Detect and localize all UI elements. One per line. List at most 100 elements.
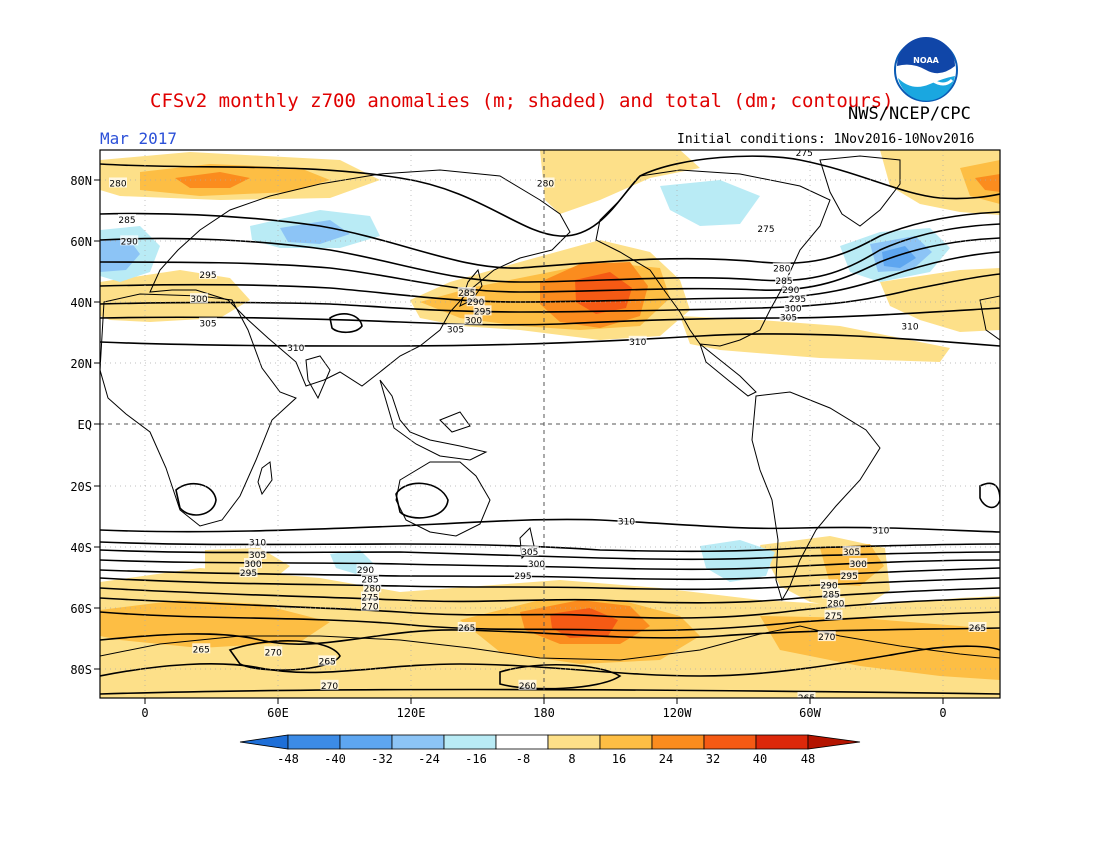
- contour-label: 295: [514, 572, 531, 582]
- contour-label-bg: [446, 323, 465, 334]
- colorbar-tick: -40: [324, 752, 346, 766]
- colorbar-swatch: [391, 734, 445, 750]
- contour-label: 305: [521, 548, 538, 558]
- colorbar-swatch: [651, 734, 705, 750]
- contour-label: 295: [199, 271, 216, 281]
- contour-label: 280: [773, 265, 790, 275]
- colorbar-swatch: [287, 734, 341, 750]
- coastlines: [100, 155, 1000, 661]
- contour-label: 295: [240, 569, 257, 579]
- contour-label: 300: [784, 304, 801, 314]
- contour-label-bg: [784, 302, 802, 313]
- contour-label: 290: [121, 237, 138, 247]
- contour-label: 275: [361, 594, 378, 604]
- contour-label: 305: [249, 551, 266, 561]
- contour-label: 275: [757, 225, 774, 235]
- lon-label-0: 0: [141, 706, 149, 720]
- contour-label: 310: [618, 517, 635, 527]
- contour-label-bg: [788, 293, 807, 304]
- contour-label-bg: [779, 311, 798, 322]
- contour-label-bg: [199, 317, 217, 328]
- contour-label-bg: [527, 558, 546, 569]
- contour-label-bg: [840, 570, 859, 581]
- contour-label-bg: [520, 545, 539, 556]
- colorbar-tick: -16: [465, 752, 487, 766]
- colorbar: [239, 734, 861, 750]
- colorbar-swatch: [599, 734, 653, 750]
- colorbar-tick: 16: [611, 752, 627, 766]
- contour-label: 310: [629, 338, 646, 348]
- contour-label: 305: [843, 548, 860, 558]
- forecast-month: Mar 2017: [100, 129, 178, 148]
- axis-ticks: [94, 179, 944, 704]
- colorbar-tick: -24: [418, 752, 440, 766]
- colorbar-tick: -8: [515, 752, 531, 766]
- contour-label-bg: [363, 582, 382, 593]
- contour-label: 300: [528, 560, 545, 570]
- contour-label: 285: [361, 575, 378, 585]
- contour-label-bg: [356, 564, 375, 575]
- colorbar-swatch: [339, 734, 393, 750]
- contour-label: 270: [361, 603, 378, 613]
- contour-label-bg: [518, 679, 537, 690]
- contour-label-bg: [826, 597, 845, 608]
- contour-label-bg: [248, 548, 267, 559]
- colorbar-tick: 32: [705, 752, 721, 766]
- contour-label-bg: [817, 631, 836, 642]
- contour-label-bg: [849, 558, 868, 569]
- contour-label: 265: [458, 624, 475, 634]
- contour-labels: 2802852902953003053102802852902953003053…: [109, 149, 987, 704]
- contour-label-bg: [514, 570, 532, 581]
- contour-label: 300: [465, 316, 482, 326]
- lon-label-60w: 60W: [799, 706, 821, 720]
- colorbar-swatch: [755, 734, 809, 750]
- contour-label: 270: [818, 633, 835, 643]
- colorbar-arrow-right: [807, 734, 861, 750]
- colorbar-swatch: [443, 734, 497, 750]
- contour-label-bg: [901, 320, 919, 331]
- contour-label: 310: [901, 323, 918, 333]
- contour-label: 265: [319, 657, 336, 667]
- contour-label-bg: [781, 284, 800, 295]
- contour-label: 280: [109, 179, 126, 189]
- contour-label-bg: [361, 600, 379, 611]
- contour-label-bg: [239, 567, 258, 578]
- contour-label: 305: [447, 326, 464, 336]
- lon-label-0-right: 0: [939, 706, 947, 720]
- contour-label-bg: [871, 524, 890, 535]
- contour-label-bg: [286, 341, 305, 352]
- colorbar-tick: 8: [568, 752, 576, 766]
- contour-label-bg: [464, 314, 483, 325]
- contour-label-bg: [244, 558, 262, 569]
- contour-label: 290: [467, 298, 484, 308]
- contour-label: 265: [798, 694, 815, 704]
- contour-label-bg: [775, 274, 793, 285]
- contour-label: 285: [823, 590, 840, 600]
- contour-label-bg: [248, 536, 267, 547]
- contour-label: 270: [265, 648, 282, 658]
- chart-title: CFSv2 monthly z700 anomalies (m; shaded)…: [150, 90, 894, 112]
- contour-label: 265: [969, 624, 986, 634]
- contour-label-bg: [473, 305, 492, 316]
- contour-label: 310: [287, 344, 304, 354]
- contour-label-bg: [118, 214, 136, 225]
- contour-label-bg: [824, 609, 843, 620]
- contour-label-bg: [820, 579, 838, 590]
- contour-label: 280: [827, 600, 844, 610]
- colorbar-tick: 48: [800, 752, 816, 766]
- contour-label: 280: [364, 584, 381, 594]
- contour-label-bg: [199, 268, 217, 279]
- contour-label: 280: [537, 179, 554, 189]
- contour-label-bg: [842, 545, 861, 556]
- contour-label-bg: [361, 591, 379, 602]
- contour-label-bg: [320, 679, 339, 690]
- lat-label-40n: 40N: [70, 296, 92, 310]
- contour-label: 275: [796, 149, 813, 159]
- lat-label-60s: 60S: [70, 602, 92, 616]
- colorbar-swatch: [703, 734, 757, 750]
- contour-label: 270: [321, 682, 338, 692]
- noaa-logo: NOAA: [894, 37, 958, 102]
- contour-label-bg: [264, 646, 283, 657]
- contour-label: 260: [519, 682, 536, 692]
